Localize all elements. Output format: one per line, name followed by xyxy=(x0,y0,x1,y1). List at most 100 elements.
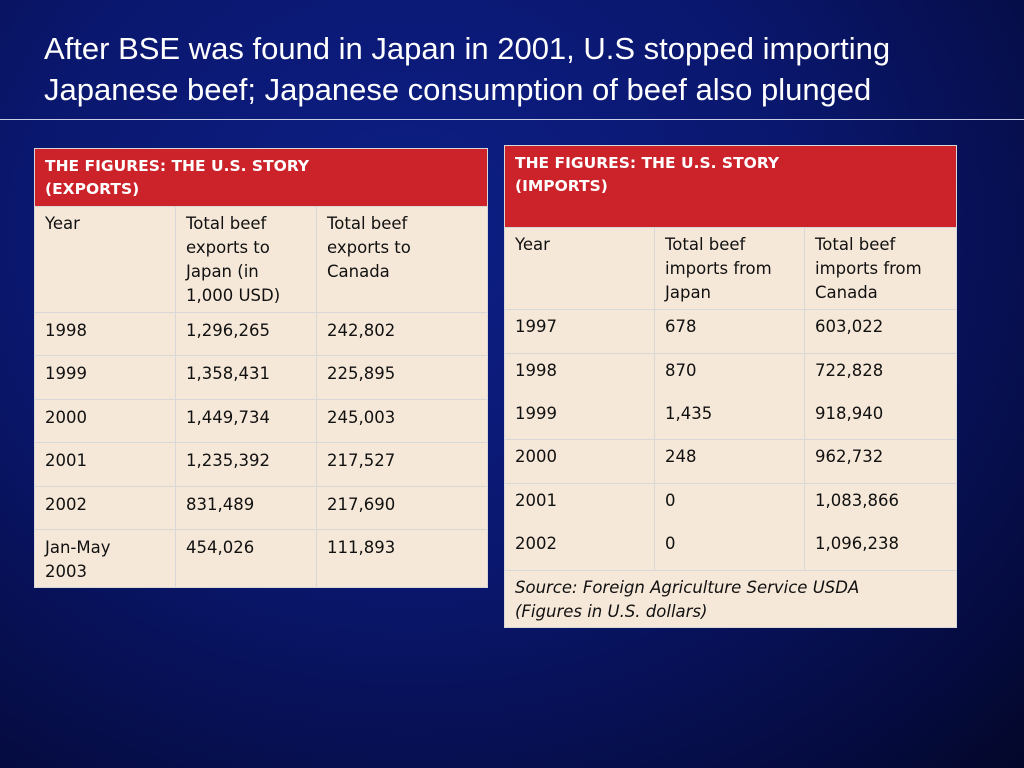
year-value: 2003 xyxy=(45,562,87,581)
japan-value: 0 xyxy=(665,491,676,510)
table-row: 1998 1,296,265 242,802 xyxy=(34,312,489,356)
canada-value: 111,893 xyxy=(327,538,396,557)
japan-value: 248 xyxy=(665,447,697,466)
canada-cell: 722,828 918,940 xyxy=(803,353,958,440)
table-row: 2001 1,235,392 217,527 xyxy=(34,442,489,487)
year-value: 1998 xyxy=(45,321,87,340)
table-title: THE FIGURES: THE U.S. STORY (IMPORTS) xyxy=(503,145,958,228)
canada-value: 1,096,238 xyxy=(815,534,899,553)
japan-value: 1,358,431 xyxy=(186,364,270,383)
year-cell: 2001 2002 xyxy=(504,483,655,571)
year-cell: 2002 xyxy=(34,486,176,530)
table-title-line: THE FIGURES: THE U.S. STORY xyxy=(515,154,780,172)
canada-cell: 217,527 xyxy=(315,442,489,487)
table-row: 2001 2002 0 0 1,083,866 1,096,238 xyxy=(504,483,958,571)
header-line: Japan (in xyxy=(186,262,259,281)
year-value: 1999 xyxy=(515,404,557,423)
year-cell: 1998 1999 xyxy=(504,353,655,440)
table-header-row: THE FIGURES: THE U.S. STORY (IMPORTS) xyxy=(503,145,958,228)
canada-cell: 1,083,866 1,096,238 xyxy=(803,483,958,571)
year-cell: 2000 xyxy=(504,439,655,484)
slide-title-line: Japanese beef; Japanese consumption of b… xyxy=(44,72,872,107)
canada-cell: 111,893 xyxy=(315,529,489,588)
canada-value: 245,003 xyxy=(327,408,396,427)
japan-value: 1,449,734 xyxy=(186,408,270,427)
exports-table: THE FIGURES: THE U.S. STORY (EXPORTS) Ye… xyxy=(33,148,489,588)
canada-cell: 603,022 xyxy=(803,309,958,354)
slide-title: After BSE was found in Japan in 2001, U.… xyxy=(44,28,1004,110)
canada-cell: 245,003 xyxy=(315,399,489,443)
header-line: Japan xyxy=(665,283,712,302)
year-value: 2001 xyxy=(515,491,557,510)
imports-table: THE FIGURES: THE U.S. STORY (IMPORTS) Ye… xyxy=(503,145,958,628)
source-note: Source: Foreign Agriculture Service USDA… xyxy=(503,570,958,628)
header-line: imports from xyxy=(815,259,922,278)
table-title-line: (IMPORTS) xyxy=(515,177,608,195)
column-header-canada: Total beef exports to Canada xyxy=(315,206,489,313)
japan-cell: 0 0 xyxy=(654,483,805,571)
year-value: 2002 xyxy=(515,534,557,553)
canada-value: 1,083,866 xyxy=(815,491,899,510)
title-divider xyxy=(0,119,1024,120)
japan-value: 454,026 xyxy=(186,538,255,557)
column-header-canada: Total beef imports from Canada xyxy=(803,227,958,310)
japan-cell: 248 xyxy=(654,439,805,484)
slide-title-line: After BSE was found in Japan in 2001, U.… xyxy=(44,31,891,66)
source-line: (Figures in U.S. dollars) xyxy=(515,602,708,621)
japan-value: 1,235,392 xyxy=(186,451,270,470)
table-title-line: THE FIGURES: THE U.S. STORY xyxy=(45,157,310,175)
japan-cell: 1,358,431 xyxy=(175,355,317,400)
year-value: Jan-May xyxy=(45,538,111,557)
canada-value: 217,690 xyxy=(327,495,396,514)
column-header-row: Year Total beef exports to Japan (in 1,0… xyxy=(34,206,489,313)
japan-value: 1,435 xyxy=(665,404,713,423)
header-line: Year xyxy=(515,235,550,254)
header-line: Total beef xyxy=(665,235,746,254)
japan-value: 831,489 xyxy=(186,495,255,514)
canada-value: 918,940 xyxy=(815,404,884,423)
japan-cell: 1,296,265 xyxy=(175,312,317,356)
source-row: Source: Foreign Agriculture Service USDA… xyxy=(503,570,958,628)
japan-value: 870 xyxy=(665,361,697,380)
header-line: Canada xyxy=(327,262,390,281)
canada-cell: 217,690 xyxy=(315,486,489,530)
year-cell: 1997 xyxy=(504,309,655,354)
year-cell: Jan-May 2003 xyxy=(34,529,176,588)
year-cell: 1998 xyxy=(34,312,176,356)
year-value: 2000 xyxy=(515,447,557,466)
japan-value: 678 xyxy=(665,317,697,336)
year-value: 1997 xyxy=(515,317,557,336)
canada-value: 217,527 xyxy=(327,451,396,470)
canada-value: 962,732 xyxy=(815,447,884,466)
year-cell: 2001 xyxy=(34,442,176,487)
table-header-row: THE FIGURES: THE U.S. STORY (EXPORTS) xyxy=(33,148,489,207)
canada-value: 225,895 xyxy=(327,364,396,383)
japan-cell: 1,449,734 xyxy=(175,399,317,443)
year-value: 2000 xyxy=(45,408,87,427)
table-row: 2002 831,489 217,690 xyxy=(34,486,489,530)
canada-cell: 242,802 xyxy=(315,312,489,356)
table-row: 1997 678 603,022 xyxy=(504,309,958,354)
column-header-row: Year Total beef imports from Japan Total… xyxy=(504,227,958,310)
header-line: Canada xyxy=(815,283,878,302)
canada-value: 242,802 xyxy=(327,321,396,340)
japan-cell: 1,235,392 xyxy=(175,442,317,487)
column-header-year: Year xyxy=(504,227,655,310)
header-line: exports to xyxy=(186,238,270,257)
source-line: Source: Foreign Agriculture Service USDA xyxy=(515,578,860,597)
canada-value: 722,828 xyxy=(815,361,884,380)
header-line: Total beef xyxy=(327,214,408,233)
table-row: 2000 248 962,732 xyxy=(504,439,958,484)
table-row: 2000 1,449,734 245,003 xyxy=(34,399,489,443)
japan-cell: 831,489 xyxy=(175,486,317,530)
header-line: Total beef xyxy=(186,214,267,233)
year-value: 2001 xyxy=(45,451,87,470)
japan-cell: 870 1,435 xyxy=(654,353,805,440)
japan-cell: 678 xyxy=(654,309,805,354)
column-header-japan: Total beef imports from Japan xyxy=(654,227,805,310)
japan-value: 0 xyxy=(665,534,676,553)
table-row: 1998 1999 870 1,435 722,828 918,940 xyxy=(504,353,958,440)
year-value: 1998 xyxy=(515,361,557,380)
canada-cell: 962,732 xyxy=(803,439,958,484)
year-cell: 1999 xyxy=(34,355,176,400)
